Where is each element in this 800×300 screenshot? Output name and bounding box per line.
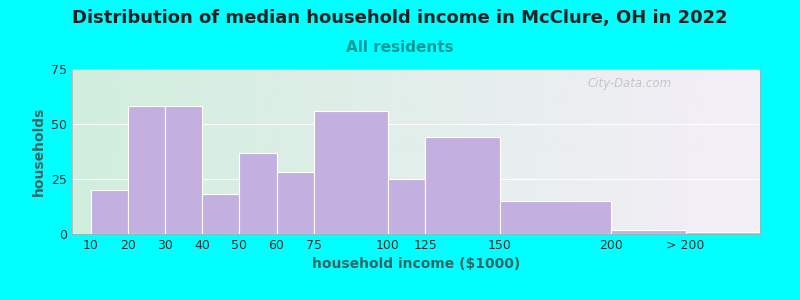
Bar [500, 201, 611, 234]
Y-axis label: households: households [31, 107, 46, 196]
X-axis label: household income ($1000): household income ($1000) [312, 257, 520, 272]
Bar [388, 179, 426, 234]
Bar [686, 232, 760, 234]
Bar [165, 106, 202, 234]
Bar [277, 172, 314, 234]
Bar [426, 137, 500, 234]
Bar [90, 190, 128, 234]
Bar [128, 106, 165, 234]
Bar [239, 153, 277, 234]
Text: All residents: All residents [346, 40, 454, 56]
Text: City-Data.com: City-Data.com [588, 77, 672, 90]
Bar [314, 111, 388, 234]
Bar [611, 230, 686, 234]
Text: Distribution of median household income in McClure, OH in 2022: Distribution of median household income … [72, 9, 728, 27]
Bar [202, 194, 239, 234]
